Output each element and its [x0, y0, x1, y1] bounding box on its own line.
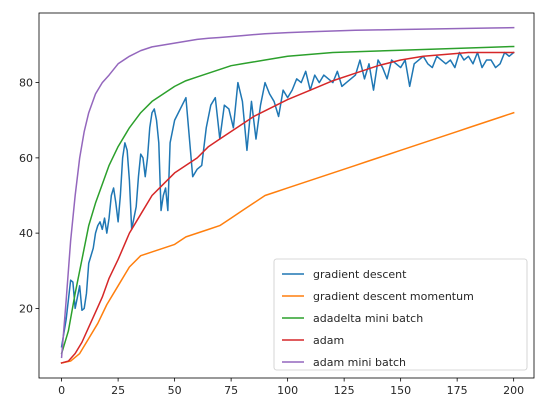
y-tick-label: 20: [19, 302, 33, 315]
x-tick-label: 100: [277, 384, 298, 397]
legend-label-gradient-descent: gradient descent: [313, 268, 407, 281]
x-tick-label: 125: [334, 384, 355, 397]
x-tick-label: 0: [58, 384, 65, 397]
x-tick-label: 75: [224, 384, 238, 397]
x-tick-label: 150: [390, 384, 411, 397]
legend: gradient descent gradient descent momentu…: [274, 259, 527, 370]
x-tick-label: 25: [111, 384, 125, 397]
legend-label-adam: adam: [313, 334, 344, 347]
y-tick-label: 40: [19, 227, 33, 240]
legend-label-adam-mini-batch: adam mini batch: [313, 356, 406, 369]
x-tick-label: 175: [447, 384, 468, 397]
y-tick-label: 80: [19, 77, 33, 90]
x-tick-label: 50: [168, 384, 182, 397]
legend-label-gradient-descent-momentum: gradient descent momentum: [313, 290, 474, 303]
y-tick-label: 60: [19, 152, 33, 165]
x-tick-label: 200: [503, 384, 524, 397]
legend-label-adadelta-mini-batch: adadelta mini batch: [313, 312, 423, 325]
